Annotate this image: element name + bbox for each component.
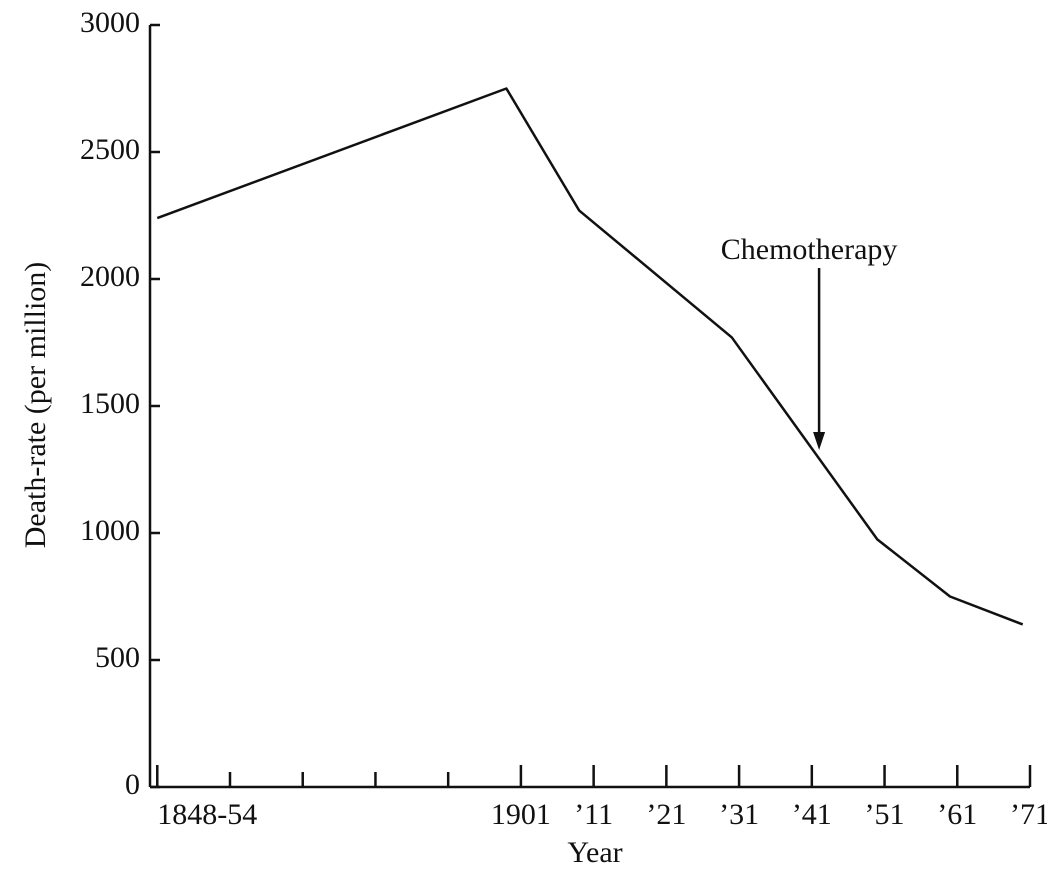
y-tick-label: 3000 [80, 6, 140, 39]
x-tick-label: ’71 [1010, 798, 1047, 831]
x-tick-label: ’21 [646, 798, 686, 831]
data-line [156, 87, 1024, 626]
x-tick-label: 1848-54 [157, 798, 257, 831]
y-tick-label: 0 [125, 768, 140, 801]
annotation-arrowhead [813, 432, 826, 450]
x-tick-label: ’11 [574, 798, 613, 831]
x-tick-label: ’61 [937, 798, 977, 831]
x-tick-label: ’31 [719, 798, 759, 831]
x-tick-label: ’41 [792, 798, 832, 831]
y-tick-label: 500 [95, 641, 140, 674]
y-axis-label: Death-rate (per million) [19, 262, 52, 549]
y-tick-label: 1000 [80, 514, 140, 547]
x-tick-label: ’51 [865, 798, 905, 831]
y-tick-label: 2500 [80, 133, 140, 166]
annotation-text: Chemotherapy [721, 233, 898, 266]
y-tick-label: 1500 [80, 387, 140, 420]
y-tick-label: 2000 [80, 260, 140, 293]
x-tick-label: 1901 [491, 798, 551, 831]
x-axis-label: Year [567, 836, 622, 869]
